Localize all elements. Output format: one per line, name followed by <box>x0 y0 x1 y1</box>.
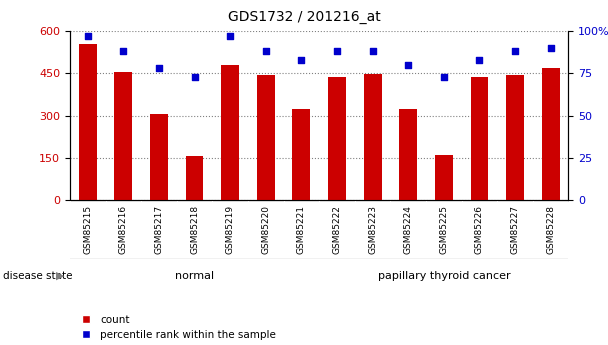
Text: normal: normal <box>175 271 214 281</box>
Bar <box>364 74 382 200</box>
Bar <box>292 109 310 200</box>
Text: GSM85223: GSM85223 <box>368 205 377 254</box>
Text: GSM85221: GSM85221 <box>297 205 306 254</box>
Text: ▶: ▶ <box>56 271 64 281</box>
Bar <box>506 75 524 200</box>
Point <box>119 49 128 54</box>
Bar <box>542 68 559 200</box>
Bar <box>257 75 275 200</box>
Bar <box>114 72 133 200</box>
Text: GSM85218: GSM85218 <box>190 205 199 254</box>
Bar <box>435 155 453 200</box>
Text: GSM85219: GSM85219 <box>226 205 235 254</box>
Text: GSM85227: GSM85227 <box>511 205 520 254</box>
Text: GSM85226: GSM85226 <box>475 205 484 254</box>
Text: GDS1732 / 201216_at: GDS1732 / 201216_at <box>227 10 381 24</box>
Point <box>261 49 271 54</box>
Point <box>475 57 485 62</box>
Text: GSM85228: GSM85228 <box>546 205 555 254</box>
Point <box>83 33 92 39</box>
Text: GSM85215: GSM85215 <box>83 205 92 254</box>
Point <box>297 57 306 62</box>
Bar <box>471 77 488 200</box>
Point <box>403 62 413 68</box>
Point <box>332 49 342 54</box>
Text: GSM85216: GSM85216 <box>119 205 128 254</box>
Text: GSM85224: GSM85224 <box>404 205 413 254</box>
Text: papillary thyroid cancer: papillary thyroid cancer <box>378 271 510 281</box>
Bar <box>328 77 346 200</box>
Legend: count, percentile rank within the sample: count, percentile rank within the sample <box>75 315 276 340</box>
Point <box>154 66 164 71</box>
Point <box>439 74 449 79</box>
Point <box>546 45 556 51</box>
Text: GSM85220: GSM85220 <box>261 205 271 254</box>
Point <box>190 74 199 79</box>
Text: GSM85225: GSM85225 <box>440 205 448 254</box>
Bar <box>150 114 168 200</box>
Text: GSM85222: GSM85222 <box>333 205 342 254</box>
Bar <box>79 44 97 200</box>
Point <box>226 33 235 39</box>
Text: GSM85217: GSM85217 <box>154 205 164 254</box>
Text: disease state: disease state <box>3 271 72 281</box>
Bar <box>221 65 239 200</box>
Bar <box>399 109 417 200</box>
Point <box>368 49 378 54</box>
Point <box>510 49 520 54</box>
Bar <box>185 156 204 200</box>
